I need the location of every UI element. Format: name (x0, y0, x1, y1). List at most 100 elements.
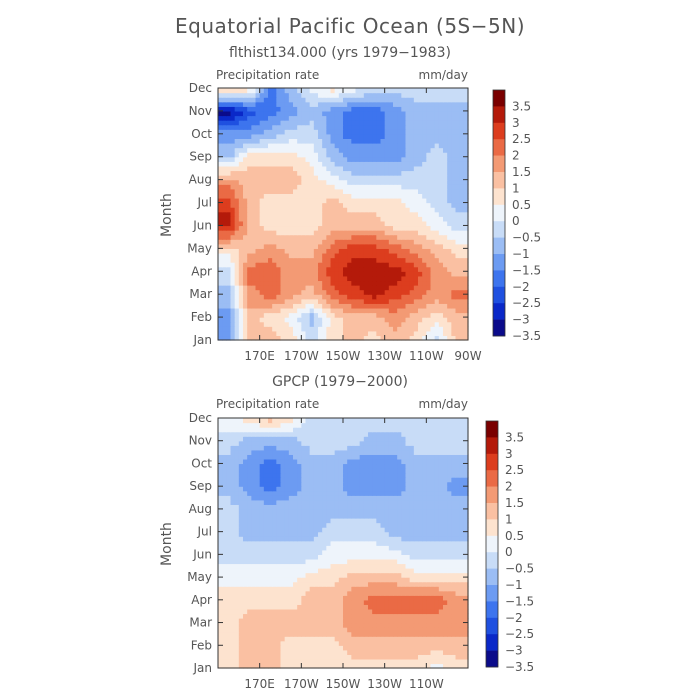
heatmap-cell (338, 608, 344, 615)
heatmap-cell (222, 257, 227, 263)
heatmap-cell (284, 636, 290, 642)
heatmap-cell (376, 549, 382, 555)
heatmap-cell (372, 285, 377, 291)
heatmap-cell (405, 618, 411, 624)
heatmap-cell (301, 216, 307, 222)
heatmap-cell (272, 545, 277, 551)
heatmap-cell (284, 563, 290, 569)
heatmap-cell (434, 161, 440, 167)
heatmap-cell (418, 110, 423, 117)
heatmap-cell (330, 97, 336, 103)
heatmap-cell (268, 88, 273, 94)
heatmap-cell (384, 165, 390, 172)
heatmap-cell (255, 88, 261, 94)
heatmap-cell (272, 608, 277, 615)
heatmap-cell (359, 202, 365, 208)
heatmap-cell (447, 138, 452, 144)
heatmap-cell (322, 663, 327, 669)
heatmap-cell (313, 248, 319, 254)
heatmap-cell (259, 545, 265, 551)
heatmap-cell (459, 604, 465, 610)
heatmap-cell (422, 202, 427, 208)
heatmap-cell (309, 211, 315, 217)
heatmap-cell (218, 581, 223, 587)
heatmap-cell (359, 220, 365, 227)
heatmap-cell (238, 101, 244, 107)
heatmap-cell (368, 326, 373, 332)
heatmap-cell (405, 216, 411, 222)
heatmap-cell (243, 129, 248, 135)
heatmap-cell (268, 101, 273, 107)
heatmap-cell (255, 618, 261, 624)
heatmap-cell (222, 604, 227, 610)
heatmap-cell (326, 590, 332, 596)
heatmap-cell (463, 275, 469, 282)
heatmap-cell (238, 257, 244, 263)
heatmap-cell (280, 280, 286, 286)
heatmap-cell (397, 636, 402, 642)
heatmap-cell (338, 317, 344, 323)
heatmap-cell (418, 321, 423, 327)
heatmap-cell (413, 234, 419, 240)
heatmap-cell (318, 294, 323, 300)
heatmap-cell (409, 101, 415, 107)
heatmap-cell (313, 622, 319, 628)
heatmap-cell (318, 645, 323, 651)
heatmap-cell (305, 88, 311, 94)
heatmap-cell (297, 599, 302, 605)
heatmap-cell (393, 654, 398, 660)
heatmap-cell (330, 649, 336, 655)
heatmap-cell (363, 568, 369, 574)
heatmap-cell (426, 581, 432, 587)
heatmap-cell (380, 92, 386, 98)
heatmap-cell (413, 586, 419, 592)
heatmap-cell (347, 133, 352, 139)
heatmap-cell (438, 663, 444, 669)
heatmap-cell (338, 586, 344, 592)
heatmap-cell (218, 335, 223, 341)
heatmap-cell (438, 330, 444, 337)
heatmap-cell (293, 545, 298, 551)
heatmap-cell (234, 239, 240, 245)
heatmap-cell (347, 248, 352, 254)
heatmap-cell (355, 554, 361, 560)
heatmap-cell (393, 239, 398, 245)
heatmap-cell (247, 225, 252, 231)
heatmap-cell (351, 161, 357, 167)
heatmap-cell (284, 586, 290, 592)
heatmap-cell (351, 554, 357, 560)
heatmap-cell (438, 188, 444, 194)
heatmap-cell (305, 188, 311, 194)
heatmap-cell (401, 549, 407, 555)
heatmap-cell (259, 170, 265, 176)
heatmap-cell (438, 335, 444, 341)
heatmap-cell (384, 142, 390, 149)
heatmap-cell (226, 663, 232, 669)
heatmap-cell (418, 326, 423, 332)
heatmap-cell (413, 631, 419, 637)
heatmap-cell (297, 558, 302, 565)
heatmap-cell (459, 133, 465, 139)
heatmap-cell (288, 649, 294, 655)
heatmap-cell (388, 230, 394, 236)
heatmap-cell (380, 572, 386, 578)
heatmap-cell (463, 335, 469, 341)
heatmap-cell (255, 326, 261, 332)
heatmap-cell (347, 558, 352, 565)
heatmap-cell (276, 120, 282, 126)
heatmap-cell (309, 326, 315, 332)
heatmap-cell (430, 303, 436, 309)
heatmap-cell (222, 120, 227, 126)
heatmap-cell (401, 285, 407, 291)
heatmap-cell (334, 184, 340, 190)
heatmap-cell (347, 595, 352, 601)
heatmap-cell (380, 142, 386, 149)
heatmap-cell (313, 663, 319, 669)
heatmap-cell (401, 658, 407, 665)
heatmap-cell (363, 170, 369, 176)
heatmap-cell (301, 618, 307, 624)
heatmap-cell (334, 120, 340, 126)
heatmap-cell (318, 271, 323, 277)
heatmap-cell (326, 618, 332, 624)
x-tick-label: 170E (244, 349, 275, 363)
